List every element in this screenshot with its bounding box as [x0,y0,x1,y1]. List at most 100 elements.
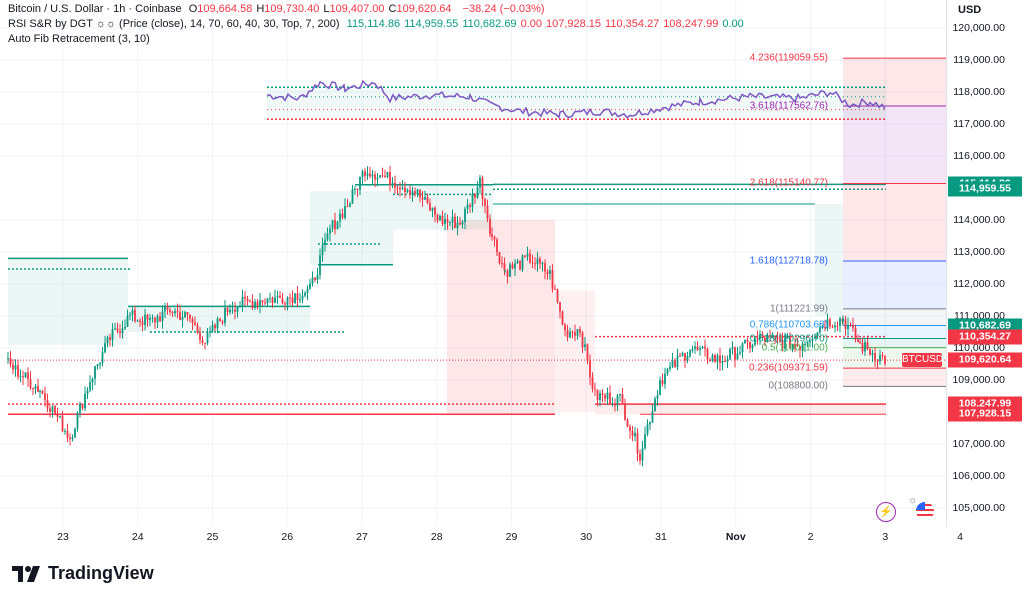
candle-body [871,353,874,355]
indicator-rsi-sr-name[interactable]: RSI S&R by DGT ☼☼ (Price (close), 14, 70… [8,18,340,30]
candle-body [664,373,666,385]
candle-body [799,346,801,350]
candle-body [12,364,14,370]
candle-body [151,317,154,319]
candle-body [414,191,416,194]
candle-body [689,350,691,356]
candle-body [674,360,676,367]
candle-body [611,403,614,405]
candle-body [501,263,503,265]
candle-body [824,326,826,329]
currency-label[interactable]: USD [958,4,982,16]
candle-body [341,213,344,218]
candle-body [24,372,27,378]
chart-canvas[interactable] [0,0,946,527]
candle-body [454,216,456,229]
candle-body [276,295,279,298]
price-candles [7,165,886,467]
candle-body [49,408,51,412]
candle-body [184,312,186,318]
candle-body [44,393,46,401]
candle-body [229,310,231,313]
candle-body [504,270,506,272]
candle-body [99,363,101,365]
x-tick-label: 4 [957,531,963,543]
candle-body [506,270,509,277]
ohlc-h: H109,730.40 [256,3,320,15]
candle-body [32,387,34,389]
candle-body [621,393,624,404]
candle-body [839,318,841,327]
candle-body [684,353,686,361]
candle-body [239,306,241,308]
x-tick-label: 3 [882,531,889,543]
candle-body [434,207,436,215]
candle-body [271,297,274,303]
candle-body [491,234,493,237]
fib-level-label: 0.5(110011.00) [761,342,828,354]
ohlc-c: C109,620.64 [388,3,452,15]
flag-icon[interactable] [916,502,934,520]
candle-body [461,221,464,225]
candle-body [479,177,481,188]
candle-body [439,215,441,221]
candle-body [369,173,371,177]
candle-body [34,386,37,389]
candle-body [431,207,434,211]
candle-body [764,337,766,343]
candle-body [531,262,534,264]
candle-body [744,339,746,344]
candle-body [614,403,616,406]
candle-body [806,341,809,344]
candle-body [681,353,684,357]
candle-body [774,335,776,338]
x-tick-label: 26 [281,531,294,543]
rsi-line [266,79,886,119]
candle-body [104,343,106,353]
lightning-icon[interactable]: ⚡ [876,502,896,522]
candle-body [444,219,446,224]
symbol-title[interactable]: Bitcoin / U.S. Dollar · 1h · Coinbase [8,3,182,15]
y-tick-label: 114,000.00 [953,214,1005,226]
candle-body [869,349,871,355]
candle-body [574,332,576,336]
candle-body [384,175,386,177]
candle-body [729,349,731,360]
candle-body [86,390,89,394]
time-axis[interactable]: 23 24 25 26 27 28 29 30 31 Nov 2 3 4 [0,527,963,547]
candle-body [854,327,857,340]
candle-body [329,228,331,234]
candle-body [166,306,169,310]
candle-body [51,406,54,412]
footer: TradingView [0,547,1024,601]
price-axis[interactable]: 120,000.00 119,000.00 118,000.00 117,000.00… [946,0,1024,527]
candle-body [766,335,769,343]
candle-body [736,353,739,360]
candle-body [466,204,469,209]
indicator-fib-name[interactable]: Auto Fib Retracement (3, 10) [8,33,150,45]
candle-body [709,359,711,362]
indicator-value-7: 0.00 [722,18,744,30]
candle-body [591,377,594,389]
candle-body [551,270,554,289]
candle-body [489,218,491,235]
candle-body [874,353,876,361]
candle-body [209,330,211,332]
candle-body [474,193,476,198]
indicator-value-3: 0.00 [520,18,542,30]
candle-body [286,297,289,305]
candle-body [829,319,831,327]
candle-body [279,295,281,298]
candle-body [174,311,176,314]
candle-body [64,430,66,432]
indicator-value-2: 110,682.69 [462,18,517,30]
candle-body [324,239,326,246]
candle-body [866,342,869,350]
candle-body [814,336,816,339]
candle-body [619,393,621,396]
candle-body [221,321,224,323]
tradingview-logo[interactable]: TradingView [12,563,154,584]
candle-body [834,325,836,328]
candle-body [751,344,754,349]
candle-body [294,293,296,304]
